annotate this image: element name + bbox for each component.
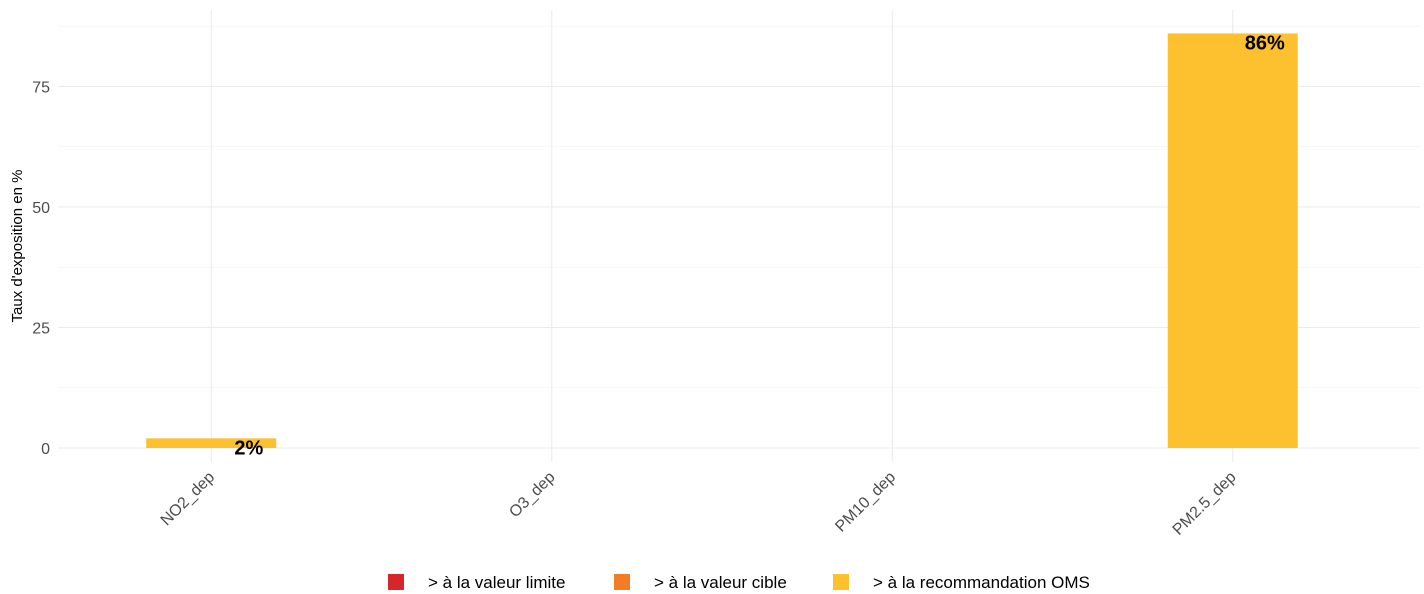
y-axis-ticks: 0 25 50 75: [32, 80, 50, 459]
data-label: 86%: [1245, 32, 1285, 54]
legend-label: > à la recommandation OMS: [873, 573, 1090, 592]
x-axis-ticks: NO2_dep O3_dep PM10_dep PM2.5_dep: [158, 469, 1240, 539]
y-tick-label: 50: [32, 200, 50, 217]
y-tick-label: 75: [32, 80, 50, 97]
legend-swatch: [833, 574, 849, 590]
x-tick-label: PM10_dep: [832, 469, 899, 536]
y-tick-label: 0: [41, 441, 50, 458]
legend-label: > à la valeur limite: [428, 573, 565, 592]
bar-PM2.5_dep: [1167, 33, 1298, 448]
x-tick-label: PM2.5_dep: [1170, 469, 1240, 539]
legend-swatch: [388, 574, 404, 590]
y-axis-title: Taux d'exposition en %: [9, 170, 26, 323]
legend-label: > à la valeur cible: [654, 573, 787, 592]
y-tick-label: 25: [32, 321, 50, 338]
legend-swatch: [614, 574, 630, 590]
data-label: 2%: [234, 437, 263, 459]
x-tick-label: O3_dep: [506, 469, 558, 521]
bar-NO2_dep: [146, 438, 277, 448]
legend: > à la valeur limite > à la valeur cible >…: [388, 573, 1090, 592]
bars: [146, 33, 1298, 448]
x-tick-label: NO2_dep: [158, 469, 219, 530]
data-labels: 2% 86%: [234, 32, 1285, 459]
